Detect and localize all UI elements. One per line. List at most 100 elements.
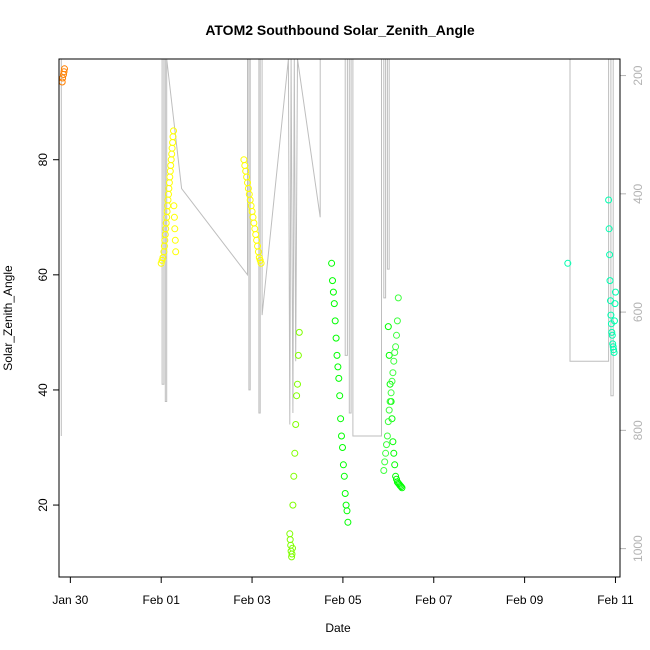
data-point-s3-0	[328, 259, 336, 267]
x-tick-label-0: Jan 30	[52, 593, 88, 607]
data-point-s1-26	[170, 213, 178, 221]
data-point-s4-1	[381, 458, 389, 466]
data-point-s1-49	[257, 259, 265, 267]
data-point-s5-13	[610, 349, 618, 356]
x-tick-label-2: Feb 03	[233, 593, 271, 607]
data-point-s3-6	[333, 351, 341, 359]
data-point-s5-3	[606, 251, 614, 259]
data-point-s3-20	[385, 351, 393, 359]
data-point-s4-4	[383, 432, 391, 440]
data-point-s3-4	[331, 317, 339, 325]
y-tick-label-0: 20	[36, 498, 50, 512]
x-tick-label-5: Feb 09	[506, 593, 544, 607]
track-line	[60, 58, 616, 437]
data-point-s4-8	[387, 389, 395, 397]
data-point-s2-7	[289, 501, 297, 509]
data-point-s1-29	[172, 248, 180, 256]
data-point-s2-9	[291, 449, 299, 457]
data-point-s1-24	[170, 127, 177, 135]
data-point-s4-9	[388, 377, 396, 385]
plot-frame	[58, 58, 621, 578]
data-point-s5-2	[605, 225, 613, 233]
chart-title: ATOM2 Southbound Solar_Zenith_Angle	[205, 22, 475, 38]
data-point-s3-12	[339, 444, 346, 451]
data-point-s3-3	[330, 300, 338, 308]
data-point-s5-6	[607, 311, 615, 319]
data-point-s3-8	[335, 374, 343, 382]
data-point-s2-10	[292, 421, 300, 428]
right-tick-label-3: 800	[631, 420, 645, 440]
data-point-s3-17	[343, 507, 351, 515]
data-point-s4-2	[382, 449, 390, 457]
plot-area: Jan 30 Feb 01 Feb 03 Feb 05 Feb 07 Feb 09 Feb …	[36, 58, 645, 607]
x-axis-label: Date	[325, 621, 351, 635]
data-point-s5-16	[612, 288, 619, 296]
data-point-s3-13	[339, 461, 347, 469]
right-tick-label-1: 400	[631, 183, 645, 203]
data-point-s3-11	[338, 432, 345, 440]
data-point-s3-24	[389, 438, 397, 446]
data-point-s4-6	[385, 406, 393, 414]
data-point-s2-4	[288, 553, 296, 561]
data-point-s3-26	[391, 461, 399, 469]
data-point-s5-1	[605, 196, 613, 204]
y-axis-label: Solar_Zenith_Angle	[1, 265, 15, 371]
data-point-s4-5	[384, 418, 392, 426]
x-tick-label-3: Feb 05	[324, 593, 362, 607]
data-point-s0-4	[61, 65, 68, 73]
data-point-s1-48	[256, 256, 264, 264]
data-point-s3-2	[329, 288, 337, 296]
y-tick-label-1: 40	[36, 383, 50, 397]
data-point-s4-10	[389, 369, 397, 377]
x-tick-label-4: Feb 07	[415, 593, 453, 607]
data-point-s3-15	[341, 490, 349, 497]
data-point-s3-10	[337, 415, 345, 423]
y-tick-label-2: 60	[36, 268, 50, 282]
data-point-s4-7	[386, 398, 394, 405]
data-point-s3-7	[334, 363, 342, 371]
data-point-s2-6	[289, 544, 296, 552]
data-point-s2-12	[294, 380, 301, 388]
data-point-s2-14	[295, 328, 303, 336]
data-point-s4-16	[394, 294, 402, 302]
data-point-s3-25	[390, 449, 398, 457]
right-tick-label-4: 1000	[631, 535, 645, 562]
data-point-s3-32	[396, 482, 404, 489]
data-point-s4-11	[390, 357, 398, 365]
x-tick-label-1: Feb 01	[143, 593, 181, 607]
data-point-s5-0	[564, 259, 572, 267]
y-tick-label-3: 80	[36, 153, 50, 167]
x-tick-label-6: Feb 11	[597, 593, 634, 607]
data-point-s3-9	[336, 392, 344, 400]
data-point-s5-4	[606, 277, 614, 285]
data-point-s5-12	[610, 346, 618, 354]
data-point-s0-3	[60, 68, 68, 76]
data-point-s5-14	[611, 317, 618, 325]
data-point-s3-5	[332, 334, 340, 342]
data-point-s5-8	[608, 328, 616, 336]
data-point-s0-1	[59, 74, 67, 82]
data-point-s3-19	[384, 323, 392, 331]
data-point-s3-33	[397, 483, 405, 491]
data-point-s3-34	[398, 484, 406, 492]
data-point-s3-14	[340, 472, 348, 480]
right-tick-label-2: 600	[631, 302, 645, 322]
right-tick-label-0: 200	[631, 65, 645, 85]
data-point-s1-28	[171, 236, 179, 244]
data-point-s4-14	[393, 331, 400, 339]
data-point-s2-11	[293, 392, 301, 400]
data-point-s1-25	[170, 202, 178, 210]
data-point-s4-13	[392, 343, 400, 351]
data-point-s5-15	[611, 300, 619, 308]
data-point-s4-15	[393, 317, 401, 325]
data-point-s4-0	[380, 467, 388, 474]
data-point-s5-9	[608, 331, 616, 339]
data-point-s1-27	[171, 225, 179, 233]
data-point-s2-13	[294, 351, 302, 359]
data-point-s3-1	[329, 277, 336, 285]
data-point-s3-18	[344, 518, 352, 526]
data-point-s4-3	[383, 441, 390, 449]
data-point-s2-8	[290, 472, 298, 480]
